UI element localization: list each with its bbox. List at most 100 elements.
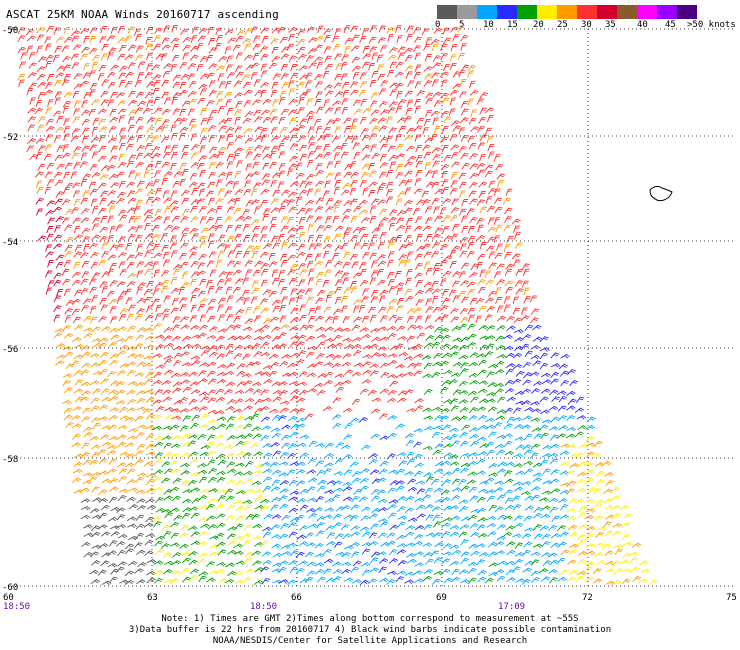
wind-barb: [560, 353, 570, 359]
wind-barb: [458, 399, 469, 404]
wind-barb: [550, 352, 560, 359]
wind-barb: [134, 568, 144, 574]
wind-barb: [173, 352, 183, 359]
wind-barb: [458, 146, 467, 153]
wind-barb: [278, 117, 286, 125]
wind-barb: [178, 286, 186, 295]
wind-barb: [236, 490, 246, 495]
wind-barb: [252, 161, 260, 169]
wind-barb: [485, 107, 495, 114]
wind-barb: [334, 279, 343, 287]
wind-barb: [496, 524, 507, 530]
wind-barb: [280, 400, 290, 405]
wind-barb: [515, 578, 526, 583]
wind-barb: [233, 550, 244, 556]
wind-barb: [504, 388, 515, 394]
wind-barb: [440, 408, 450, 413]
wind-barb: [433, 521, 442, 528]
wind-barb: [307, 136, 316, 144]
wind-barb: [476, 470, 486, 476]
wind-barb: [234, 92, 244, 99]
wind-barb: [504, 379, 514, 386]
wind-barb: [271, 277, 280, 285]
wind-barb: [496, 535, 507, 541]
wind-barb: [323, 28, 332, 36]
wind-barb: [197, 469, 208, 475]
wind-barb: [502, 197, 511, 205]
wind-barb: [198, 188, 206, 197]
wind-barb: [161, 380, 172, 386]
wind-barb: [80, 344, 91, 351]
wind-barb: [108, 47, 117, 54]
wind-barb: [386, 579, 396, 586]
wind-barb: [97, 569, 107, 576]
wind-barb: [550, 478, 560, 484]
wind-barb: [144, 143, 152, 151]
wind-barb: [35, 151, 43, 160]
wind-barb: [235, 251, 243, 259]
wind-barb: [314, 118, 322, 126]
wind-barb: [332, 252, 340, 260]
wind-barb: [235, 52, 244, 60]
wind-barb: [83, 524, 93, 529]
wind-barb: [92, 272, 101, 279]
wind-barb: [467, 242, 475, 250]
wind-barb: [306, 115, 314, 124]
wind-barb: [281, 551, 292, 556]
wind-barb: [434, 542, 444, 548]
wind-barb: [279, 253, 288, 261]
wind-barb: [281, 354, 291, 359]
wind-barb: [136, 327, 146, 333]
wind-barb: [88, 47, 98, 55]
wind-barb: [91, 172, 101, 178]
wind-barb: [153, 43, 162, 51]
wind-barb: [70, 53, 79, 61]
wind-barb: [206, 116, 214, 125]
wind-barb: [233, 153, 240, 161]
wind-barb: [396, 91, 403, 99]
wind-barb: [487, 217, 495, 225]
wind-barb: [388, 154, 398, 161]
wind-barb: [89, 286, 98, 294]
wind-barb: [171, 560, 182, 566]
wind-barb: [461, 296, 469, 304]
wind-barb: [117, 533, 128, 539]
wind-barb: [162, 425, 173, 431]
wind-barb: [395, 163, 403, 172]
wind-barb: [272, 450, 282, 457]
wind-barb: [250, 26, 259, 34]
wind-barb: [180, 233, 188, 241]
wind-barb: [261, 397, 272, 403]
wind-barb: [236, 29, 246, 36]
wind-barb: [45, 43, 52, 52]
wind-barb: [395, 143, 404, 151]
wind-barb: [395, 234, 403, 243]
wind-barb: [389, 89, 398, 97]
wind-barb: [379, 136, 388, 144]
wind-barb: [128, 428, 138, 433]
wind-barb: [434, 227, 443, 234]
wind-barb: [476, 218, 485, 225]
wind-barb: [559, 514, 570, 520]
wind-barb: [63, 407, 73, 414]
wind-barb: [379, 217, 389, 224]
wind-barb: [279, 488, 289, 494]
wind-barb: [398, 351, 409, 357]
wind-barb: [442, 352, 452, 358]
wind-barb: [469, 153, 478, 160]
wind-barb: [116, 296, 124, 304]
wind-barb: [612, 522, 623, 528]
wind-barb: [170, 277, 178, 285]
wind-barb: [432, 425, 443, 431]
wind-barb: [333, 186, 341, 195]
lat-label: -58: [2, 455, 18, 465]
wind-barb: [117, 209, 127, 217]
wind-barb: [234, 80, 243, 87]
wind-barb: [56, 65, 66, 72]
wind-barb: [350, 234, 359, 242]
wind-barb: [515, 444, 525, 450]
wind-barb: [243, 380, 253, 387]
wind-barb: [612, 560, 621, 567]
wind-barb: [61, 399, 72, 405]
wind-barb: [100, 434, 110, 440]
